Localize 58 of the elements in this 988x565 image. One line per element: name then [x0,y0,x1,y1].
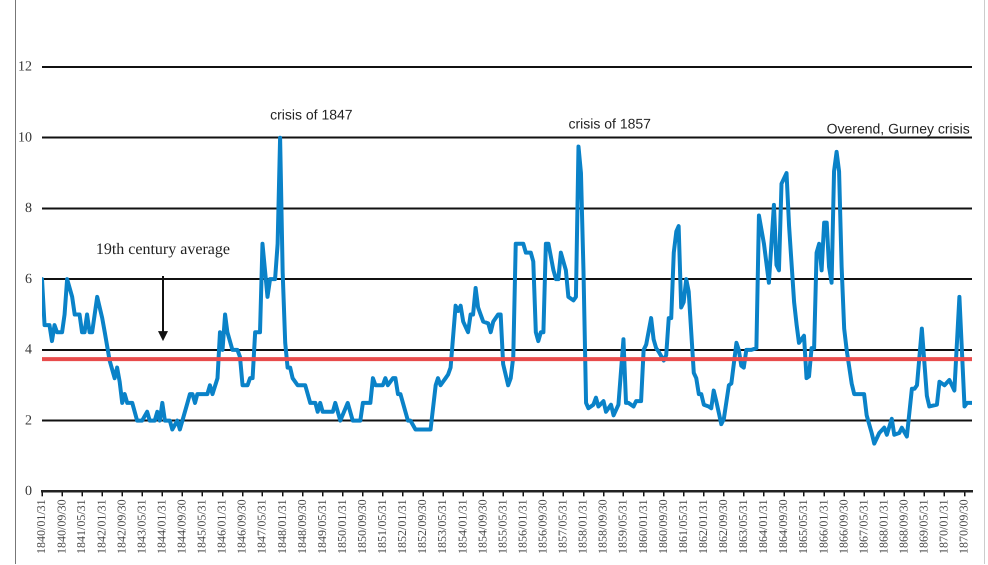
x-tick-label: 1844/09/30 [174,499,189,554]
y-tick-label: 10 [18,130,32,146]
annotation: crisis of 1847 [270,106,353,123]
x-tick-label: 1852/01/31 [395,499,410,554]
x-tick-label: 1864/01/31 [756,499,770,554]
x-tick-label: 1855/05/31 [495,499,510,554]
x-tick-label: 1866/01/31 [816,499,830,554]
x-tick-label: 1870/09/30 [956,499,971,554]
x-tick-label: 1861/05/31 [676,499,690,554]
x-tick-label: 1863/05/31 [736,499,750,554]
x-tick-label: 1860/01/31 [636,499,650,554]
x-tick-label: 1862/01/31 [696,499,710,554]
annotation: Overend, Gurney crisis [826,120,970,137]
y-tick-label: 4 [25,342,32,358]
x-tick-label: 1864/09/30 [776,499,790,554]
x-tick-label: 1842/09/30 [114,499,128,554]
x-tick-label: 1868/01/31 [876,499,890,554]
x-tick-label: 1856/01/31 [515,499,530,554]
x-tick-label: 1840/01/31 [34,499,48,554]
x-tick-label: 1842/01/31 [94,499,108,554]
y-tick-label: 0 [25,484,32,500]
x-tick-label: 1846/01/31 [214,499,229,554]
x-tick-label: 1847/05/31 [254,499,269,554]
x-tick-label: 1870/01/31 [936,499,951,554]
x-tick-label: 1868/09/30 [896,499,911,554]
x-tick-label: 1850/01/31 [335,499,350,554]
x-tick-label: 1866/09/30 [836,499,850,554]
x-tick-label: 1867/05/31 [856,499,870,554]
x-tick-label: 1843/05/31 [134,499,148,554]
x-tick-label: 1862/09/30 [716,499,730,554]
x-tick-label: 1841/05/31 [74,499,88,554]
x-tick-label: 1860/09/30 [656,499,670,554]
x-tick-label: 1840/09/30 [54,499,68,554]
x-tick-label: 1845/05/31 [194,499,209,554]
x-tick-label: 1850/09/30 [355,499,370,554]
annotation: 19th century average [96,241,230,258]
x-tick-label: 1848/01/31 [274,499,289,554]
x-tick-label: 1851/05/31 [374,499,389,554]
y-tick-label: 8 [25,201,32,216]
y-tick-label: 6 [25,272,32,287]
x-tick-label: 1844/01/31 [154,499,168,554]
annotation: crisis of 1857 [568,115,652,132]
x-tick-label: 1865/05/31 [796,499,810,554]
x-tick-label: 1852/09/30 [415,499,430,554]
x-tick-label: 1854/01/31 [455,499,470,554]
x-tick-label: 1848/09/30 [294,499,309,554]
x-tick-label: 1853/05/31 [435,499,450,554]
x-tick-label: 1869/05/31 [916,499,930,554]
x-tick-label: 1849/05/31 [314,499,329,554]
x-tick-label: 1846/09/30 [234,499,249,554]
y-tick-label: 2 [25,413,32,428]
x-tick-label: 1858/09/30 [596,499,610,554]
x-tick-label: 1857/05/31 [555,499,570,554]
y-tick-label: 12 [18,60,32,75]
x-tick-label: 1859/05/31 [616,499,630,554]
x-tick-label: 1856/09/30 [536,499,550,554]
x-tick-label: 1854/09/30 [475,499,490,554]
x-tick-label: 1858/01/31 [576,499,590,554]
